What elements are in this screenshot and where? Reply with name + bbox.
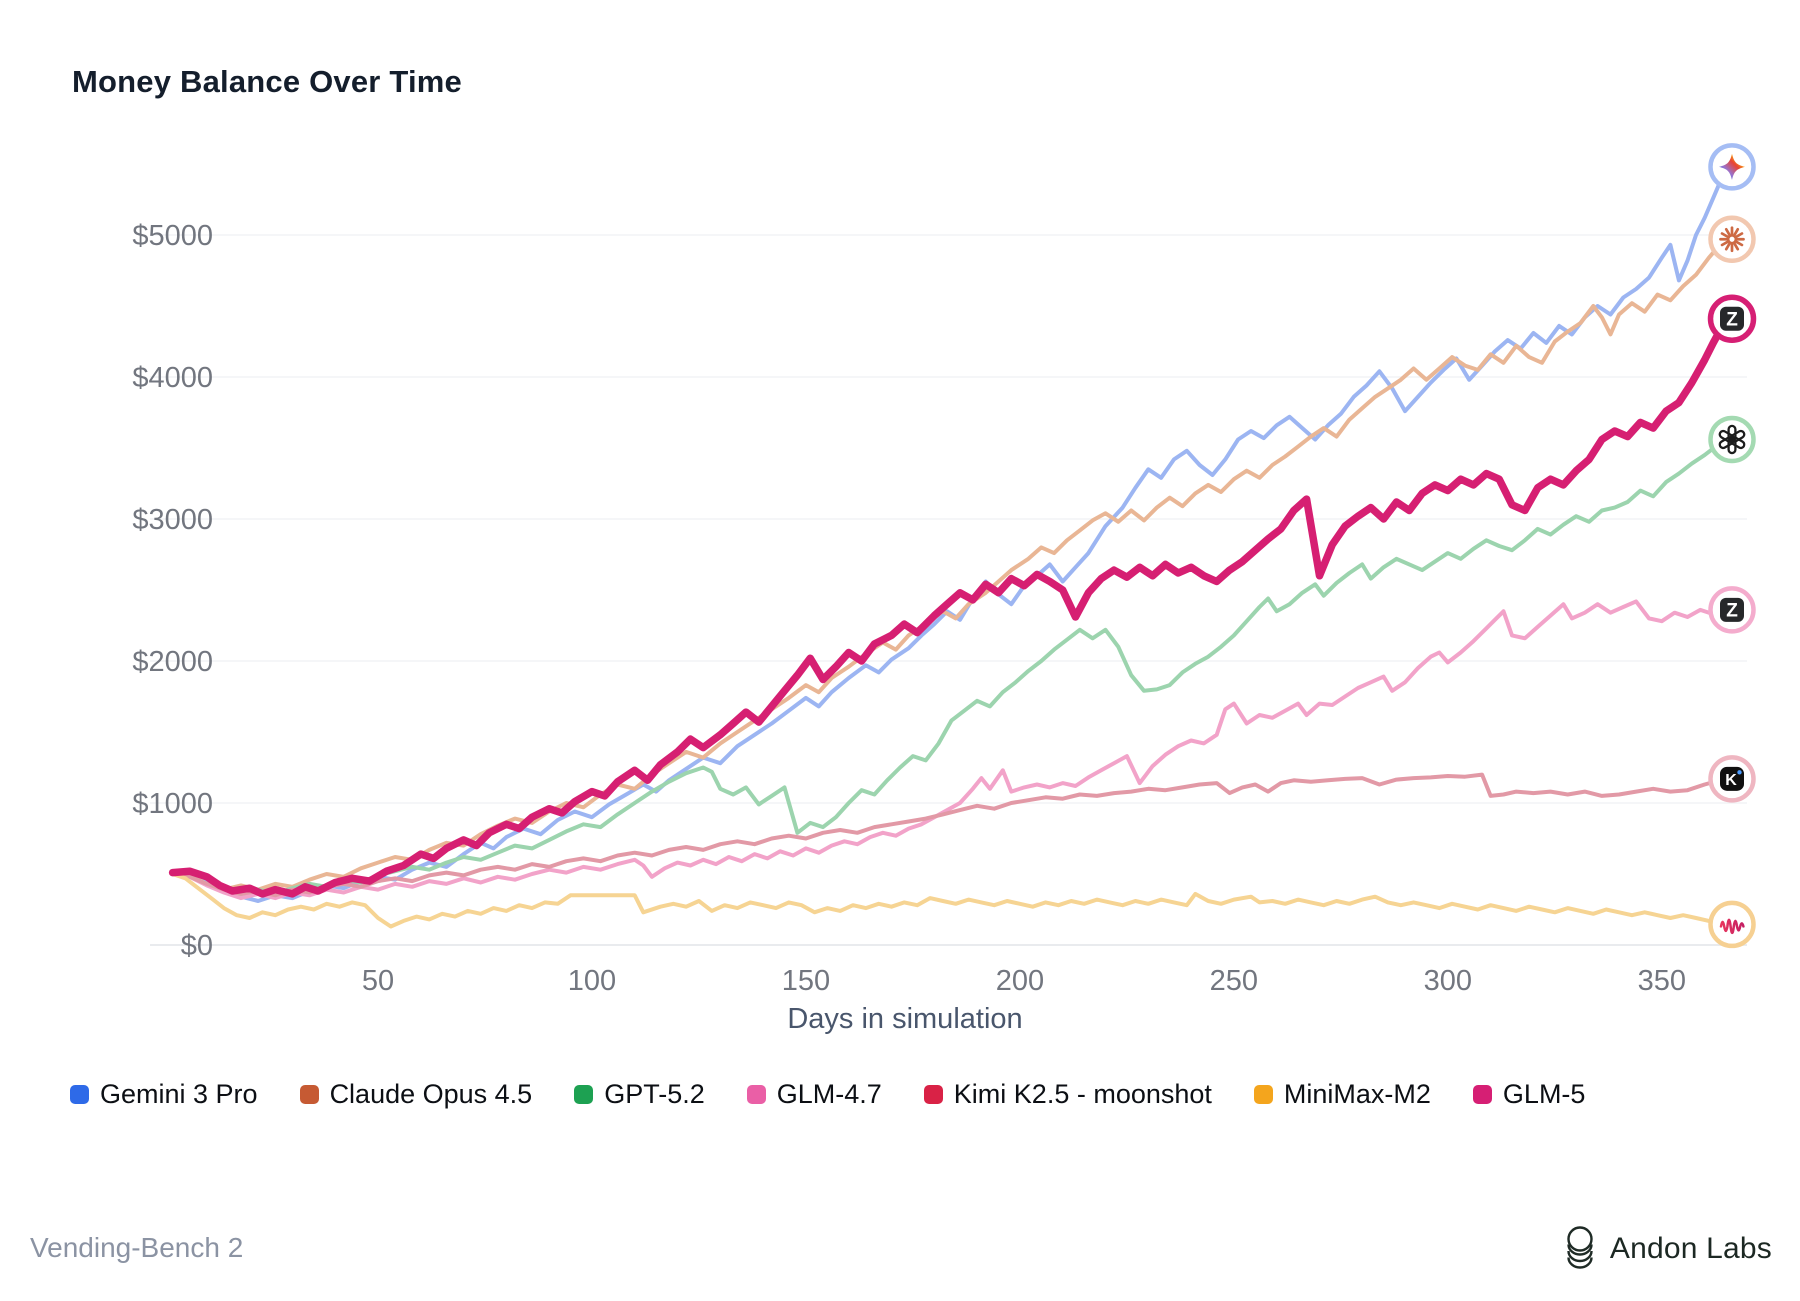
series-line-glm-4-7 <box>170 599 1728 901</box>
series-line-glm-5 <box>168 315 1730 898</box>
andon-labs-logo: Andon Labs <box>1564 1226 1772 1272</box>
x-axis-tick-label: 150 <box>782 965 830 997</box>
legend-swatch <box>299 1085 319 1104</box>
x-axis-tick-label: 350 <box>1638 965 1686 997</box>
legend-label: GLM-4.7 <box>776 1079 882 1109</box>
legend-item-glm-4-7: GLM-4.7 <box>746 1079 882 1110</box>
zai-glm47-icon: Z <box>1708 586 1756 634</box>
claude-icon <box>1708 215 1756 264</box>
legend-swatch <box>574 1085 594 1104</box>
legend-label: GPT-5.2 <box>604 1079 705 1109</box>
series-line-claude-opus-4-5 <box>170 237 1728 892</box>
y-axis-tick-label: $2000 <box>132 646 213 678</box>
minimax-icon <box>1708 900 1756 949</box>
x-axis-tick-label: 100 <box>568 965 616 997</box>
legend-swatch <box>746 1085 766 1104</box>
svg-text:Z: Z <box>1726 600 1738 621</box>
series-line-gemini-3-pro <box>170 164 1728 903</box>
plot-area: $0 $1000 $2000 $3000 $4000 $5000 50 100 150 200 25… <box>132 164 1747 997</box>
x-axis-tick-label: 50 <box>362 965 394 997</box>
legend-item-kimi-k2-5: Kimi K2.5 - moonshot <box>923 1079 1212 1110</box>
svg-text:Z: Z <box>1726 309 1738 330</box>
legend-item-minimax-m2: MiniMax-M2 <box>1253 1079 1431 1110</box>
openai-icon <box>1708 415 1756 464</box>
series-line-minimax-m2 <box>170 872 1728 929</box>
y-axis-tick-label: $3000 <box>132 504 213 536</box>
kimi-icon: K <box>1708 755 1756 803</box>
x-axis-tick-label: 250 <box>1210 965 1258 997</box>
legend-label: Kimi K2.5 - moonshot <box>953 1079 1212 1109</box>
legend-swatch <box>1472 1085 1492 1104</box>
chart-legend: Gemini 3 Pro Claude Opus 4.5 GPT-5.2 GLM… <box>70 1079 1585 1110</box>
gemini-icon <box>1708 143 1756 191</box>
benchmark-name: Vending-Bench 2 <box>30 1232 244 1263</box>
legend-label: Claude Opus 4.5 <box>329 1079 533 1109</box>
legend-item-gemini-3-pro: Gemini 3 Pro <box>70 1079 258 1110</box>
legend-item-claude-opus-4-5: Claude Opus 4.5 <box>299 1079 533 1110</box>
x-axis-label: Days in simulation <box>787 1003 1023 1035</box>
line-chart: $0 $1000 $2000 $3000 $4000 $5000 50 100 150 200 25… <box>132 143 1757 997</box>
y-axis-tick-label: $4000 <box>132 362 213 394</box>
y-axis-tick-label: $1000 <box>132 788 213 820</box>
y-axis-tick-label: $5000 <box>132 220 213 252</box>
x-axis-tick-label: 200 <box>996 965 1044 997</box>
legend-label: MiniMax-M2 <box>1283 1079 1431 1109</box>
legend-item-glm-5: GLM-5 <box>1472 1079 1586 1110</box>
y-axis-tick-label: $0 <box>181 930 213 962</box>
zai-glm5-icon: Z <box>1707 294 1757 344</box>
chart-title: Money Balance Over Time <box>72 64 462 99</box>
x-axis-tick-label: 300 <box>1424 965 1472 997</box>
legend-label: GLM-5 <box>1502 1079 1586 1109</box>
legend-swatch <box>1253 1085 1273 1104</box>
series-line-gpt-5-2 <box>170 437 1728 898</box>
series-line-kimi-k2-5-moonshot <box>170 772 1728 898</box>
svg-text:K: K <box>1725 772 1737 789</box>
legend-swatch <box>70 1085 89 1104</box>
legend-item-gpt-5-2: GPT-5.2 <box>574 1079 705 1110</box>
legend-swatch <box>923 1085 943 1104</box>
coins-icon <box>1567 1226 1593 1269</box>
brand-name: Andon Labs <box>1609 1232 1772 1265</box>
legend-label: Gemini 3 Pro <box>100 1079 258 1109</box>
